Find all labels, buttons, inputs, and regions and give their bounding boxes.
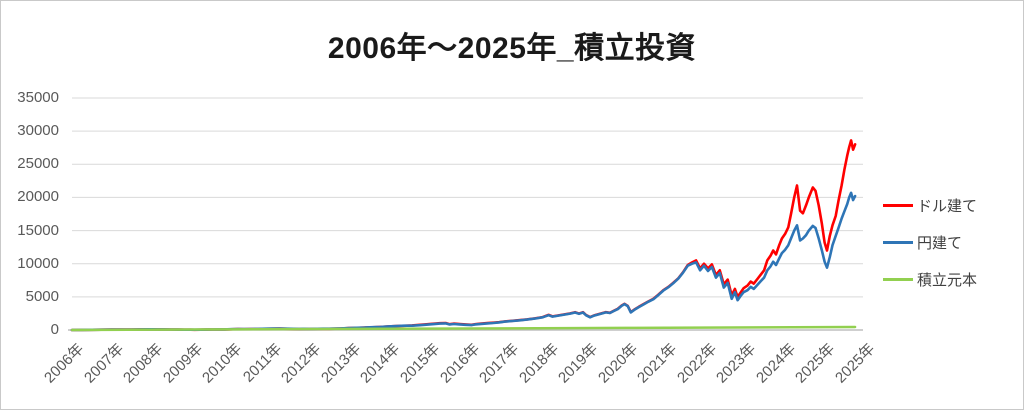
y-axis-tick-label: 10000 [17,254,59,272]
legend-item: 積立元本 [883,268,977,290]
y-axis-tick-label: 20000 [17,188,59,206]
series-line-ドル建て [70,139,857,332]
legend-label: 積立元本 [917,271,978,289]
legend-line-swatch [883,240,913,244]
chart-title: 2006年～2025年_積立投資 [327,32,697,65]
y-axis-tick-label: 25000 [17,155,59,173]
legend-line-swatch [883,277,913,281]
series-line-積立元本 [70,325,857,332]
legend-label: ドル建て [917,197,978,215]
y-axis-tick-label: 35000 [17,89,59,106]
legend-item: 円建て [883,231,977,253]
series-line-円建て [70,191,857,332]
y-axis-tick-label: 5000 [25,287,59,305]
legend-label: 円建て [917,234,963,252]
legend-line-swatch [883,203,913,207]
y-axis-tick-label: 0 [50,321,59,338]
legend: ドル建て円建て積立元本 [883,194,977,305]
y-axis-tick-label: 15000 [17,221,59,239]
legend-item: ドル建て [883,194,977,216]
y-axis-tick-label: 30000 [17,122,59,140]
